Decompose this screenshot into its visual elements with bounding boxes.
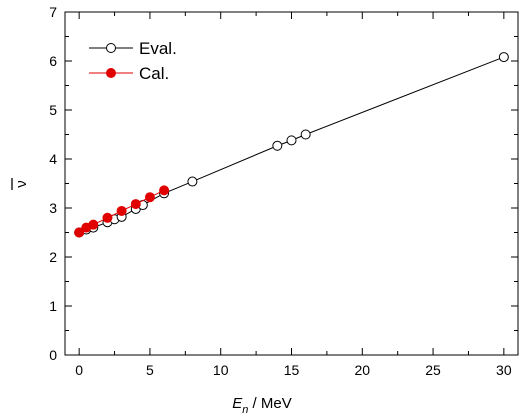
y-axis-label-group: ν — [11, 178, 30, 190]
plot-border — [64, 11, 519, 356]
x-tick-label: 10 — [213, 362, 229, 378]
data-point — [159, 185, 170, 196]
series-layer — [74, 52, 509, 238]
x-axis-label-subscript: n — [242, 404, 248, 416]
legend-label: Cal. — [139, 64, 169, 83]
data-point — [286, 135, 297, 146]
data-point — [144, 192, 155, 203]
data-point — [300, 129, 311, 140]
y-tick-label: 7 — [49, 4, 57, 20]
data-point — [74, 227, 85, 238]
y-tick-label: 3 — [49, 200, 57, 216]
x-tick-label: 5 — [146, 362, 154, 378]
y-axis-label: ν — [13, 180, 30, 188]
axis-ticks: 0 5 10 15 20 25 30 0 1 2 3 4 5 6 7 — [49, 4, 518, 378]
x-tick-label: 15 — [284, 362, 300, 378]
x-tick-label: 20 — [354, 362, 370, 378]
x-tick-label: 25 — [425, 362, 441, 378]
data-point — [102, 212, 113, 223]
data-point — [116, 205, 127, 216]
legend: Eval. Cal. — [89, 39, 177, 83]
data-point — [272, 140, 283, 151]
plot-frame — [64, 11, 519, 356]
y-tick-label: 2 — [49, 249, 57, 265]
x-axis-label-symbol: E — [232, 395, 243, 412]
x-tick-label: 30 — [496, 362, 512, 378]
legend-marker — [106, 68, 116, 78]
y-tick-label: 6 — [49, 53, 57, 69]
data-point — [88, 219, 99, 230]
y-tick-label: 0 — [49, 347, 57, 363]
x-axis-label-unit: / MeV — [248, 395, 291, 412]
data-point — [130, 199, 141, 210]
data-point — [498, 52, 509, 63]
data-point — [187, 176, 198, 187]
legend-marker — [106, 43, 116, 53]
y-tick-label: 1 — [49, 298, 57, 314]
x-axis-label: En / MeV — [232, 395, 292, 416]
y-tick-label: 4 — [49, 151, 57, 167]
x-tick-label: 0 — [75, 362, 83, 378]
legend-label: Eval. — [139, 39, 177, 58]
y-tick-label: 5 — [49, 102, 57, 118]
